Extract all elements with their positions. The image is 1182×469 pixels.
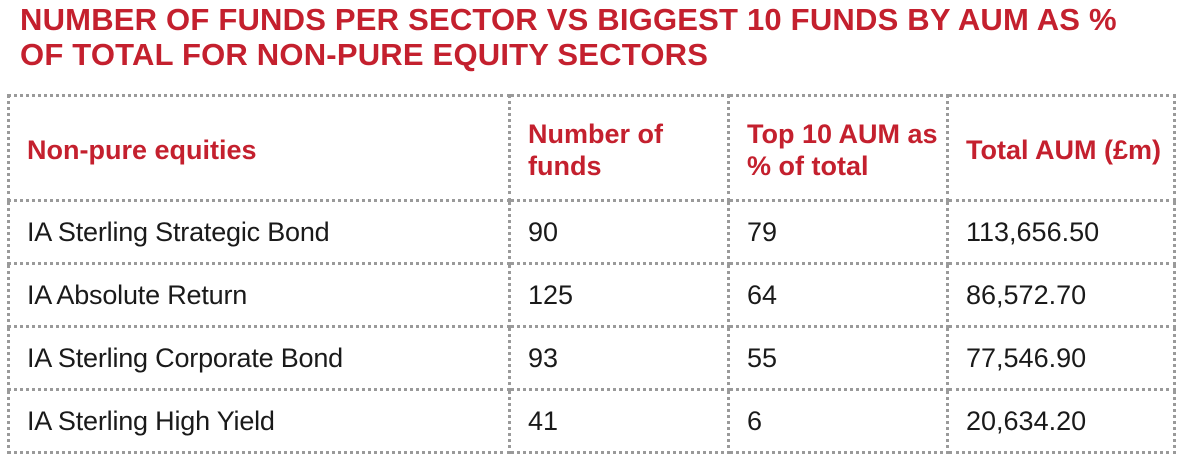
table-row: IA Sterling High Yield 41 6 20,634.20 bbox=[7, 388, 1176, 454]
cell-top10-pct: 6 bbox=[727, 388, 949, 454]
cell-total-aum: 77,546.90 bbox=[946, 325, 1176, 391]
data-table: Non-pure equities Number of funds Top 10… bbox=[7, 94, 1176, 454]
cell-total-aum: 20,634.20 bbox=[946, 388, 1176, 454]
cell-number-of-funds: 125 bbox=[508, 262, 730, 328]
column-header-number-of-funds: Number of funds bbox=[508, 94, 730, 202]
column-header-sector: Non-pure equities bbox=[7, 94, 511, 202]
table-row: IA Sterling Corporate Bond 93 55 77,546.… bbox=[7, 325, 1176, 391]
table-row: IA Absolute Return 125 64 86,572.70 bbox=[7, 262, 1176, 328]
chart-title: NUMBER OF FUNDS PER SECTOR VS BIGGEST 10… bbox=[20, 2, 1117, 72]
data-table-container: Non-pure equities Number of funds Top 10… bbox=[7, 94, 1176, 454]
table-header-row: Non-pure equities Number of funds Top 10… bbox=[7, 94, 1176, 202]
cell-number-of-funds: 41 bbox=[508, 388, 730, 454]
column-header-total-aum: Total AUM (£m) bbox=[946, 94, 1176, 202]
cell-top10-pct: 64 bbox=[727, 262, 949, 328]
column-header-top10-pct: Top 10 AUM as % of total bbox=[727, 94, 949, 202]
cell-total-aum: 113,656.50 bbox=[946, 199, 1176, 265]
cell-top10-pct: 79 bbox=[727, 199, 949, 265]
cell-sector: IA Absolute Return bbox=[7, 262, 511, 328]
cell-top10-pct: 55 bbox=[727, 325, 949, 391]
cell-sector: IA Sterling Corporate Bond bbox=[7, 325, 511, 391]
cell-number-of-funds: 90 bbox=[508, 199, 730, 265]
cell-sector: IA Sterling Strategic Bond bbox=[7, 199, 511, 265]
cell-sector: IA Sterling High Yield bbox=[7, 388, 511, 454]
cell-total-aum: 86,572.70 bbox=[946, 262, 1176, 328]
table-row: IA Sterling Strategic Bond 90 79 113,656… bbox=[7, 199, 1176, 265]
cell-number-of-funds: 93 bbox=[508, 325, 730, 391]
